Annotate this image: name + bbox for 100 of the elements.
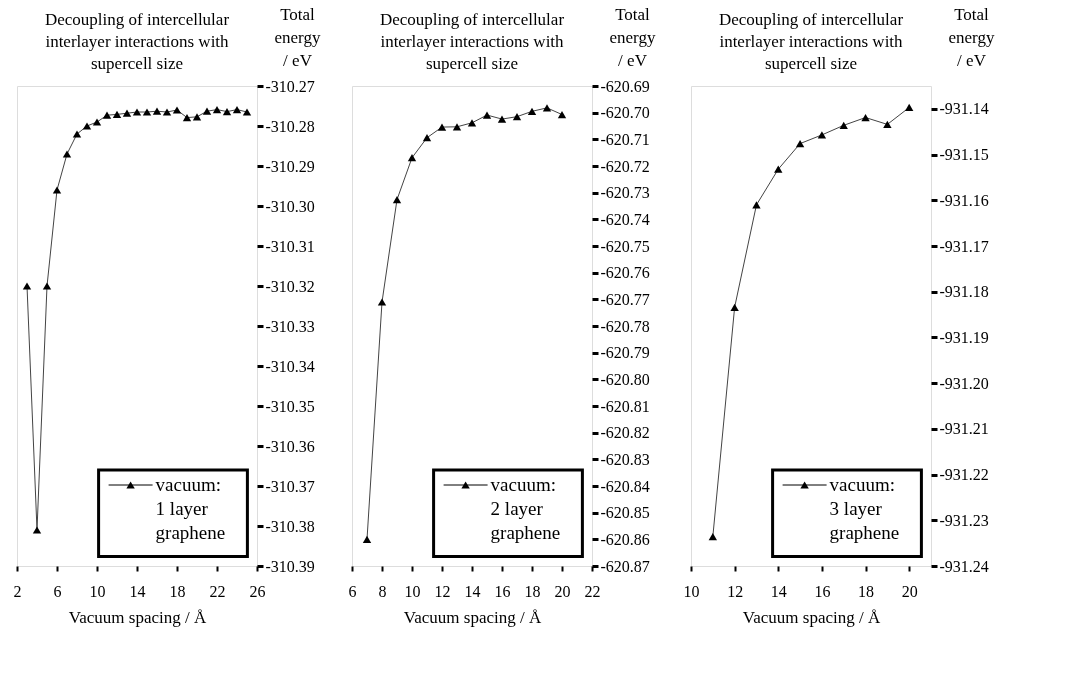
y-tick-label: -620.72 — [600, 157, 650, 175]
y-tick-label: -310.32 — [265, 277, 315, 295]
point — [172, 106, 182, 114]
x-tick-label: 14 — [770, 582, 787, 600]
point — [708, 533, 717, 541]
point — [222, 107, 232, 116]
y-axis-title: Total energy / eV — [274, 4, 321, 70]
point — [512, 113, 522, 121]
y-tick-label: -310.34 — [265, 357, 315, 375]
point — [202, 107, 212, 115]
x-tick-label: 12 — [434, 582, 451, 600]
point — [82, 122, 92, 130]
point — [527, 107, 537, 115]
y-tick-label: -310.31 — [265, 237, 315, 255]
y-tick-label: -620.76 — [600, 264, 650, 282]
point — [377, 298, 387, 306]
x-tick-label: 18 — [169, 582, 186, 600]
y-tick-label: -931.17 — [939, 237, 989, 255]
point — [212, 105, 222, 114]
x-tick-label: 16 — [814, 582, 831, 600]
x-tick-label: 10 — [683, 582, 700, 600]
point — [62, 150, 72, 158]
y-tick-label: -620.85 — [600, 504, 650, 522]
x-tick-label: 10 — [89, 582, 106, 600]
y-tick-label: -620.86 — [600, 530, 650, 548]
y-tick-label: -931.23 — [939, 511, 989, 529]
y-tick-label: -310.27 — [265, 77, 315, 95]
x-axis-title: Vacuum spacing / Å — [742, 607, 881, 627]
x-tick-label: 16 — [494, 582, 511, 600]
x-tick-label: 8 — [378, 582, 387, 600]
y-tick-label: -620.69 — [600, 77, 650, 95]
y-tick-label: -620.78 — [600, 317, 650, 335]
point — [72, 130, 82, 138]
point — [32, 526, 42, 534]
point — [392, 195, 402, 204]
y-tick-label: -931.19 — [939, 328, 989, 346]
chart-title: Decoupling of intercellular interlayer interactions with supercell size — [718, 10, 904, 73]
point — [132, 108, 142, 116]
y-tick-label: -310.33 — [265, 317, 315, 335]
point — [774, 165, 783, 173]
y-tick-label: -620.83 — [600, 450, 650, 468]
y-tick-label: -620.71 — [600, 130, 650, 148]
y-tick-label: -620.73 — [600, 184, 650, 202]
point — [232, 105, 242, 114]
point — [122, 109, 132, 117]
point — [22, 282, 32, 290]
y-tick-label: -620.77 — [600, 290, 650, 308]
point — [817, 131, 827, 139]
point — [839, 121, 848, 129]
y-tick-label: -620.82 — [600, 424, 650, 442]
y-tick-label: -310.28 — [265, 117, 315, 135]
point — [192, 113, 202, 121]
point — [905, 103, 914, 112]
x-tick-label: 18 — [524, 582, 541, 600]
point — [52, 186, 62, 194]
y-tick-label: -620.80 — [600, 370, 650, 388]
y-tick-label: -310.38 — [265, 517, 315, 535]
y-tick-label: -620.84 — [600, 477, 650, 495]
x-tick-label: 6 — [348, 582, 357, 600]
x-tick-label: 26 — [249, 582, 266, 600]
x-tick-label: 12 — [727, 582, 744, 600]
point — [497, 115, 507, 123]
x-tick-label: 22 — [584, 582, 601, 600]
point — [422, 134, 432, 142]
point — [182, 113, 192, 122]
x-tick-label: 2 — [13, 582, 22, 600]
point — [162, 108, 172, 116]
y-tick-label: -620.87 — [600, 557, 650, 575]
y-tick-label: -310.37 — [265, 477, 315, 495]
y-tick-label: -310.36 — [265, 437, 315, 455]
point — [112, 110, 122, 119]
legend-label: vacuum: 1 layer graphene — [155, 474, 226, 543]
x-tick-label: 10 — [404, 582, 421, 600]
y-tick-label: -310.29 — [265, 157, 315, 175]
y-tick-label: -310.39 — [265, 557, 315, 575]
y-tick-label: -931.15 — [939, 146, 989, 164]
x-axis-title: Vacuum spacing / Å — [68, 607, 207, 627]
point — [102, 111, 112, 119]
chart-title: Decoupling of intercellular interlayer interactions with supercell size — [379, 10, 565, 73]
point — [482, 111, 492, 119]
x-tick-label: 22 — [209, 582, 226, 600]
point — [437, 123, 447, 131]
point — [152, 107, 162, 115]
y-tick-label: -310.30 — [265, 197, 315, 215]
y-tick-label: -931.22 — [939, 466, 989, 484]
x-tick-label: 20 — [901, 582, 918, 600]
y-tick-label: -931.14 — [939, 100, 989, 118]
x-tick-label: 20 — [554, 582, 571, 600]
chart-title: Decoupling of intercellular interlayer interactions with supercell size — [44, 10, 230, 73]
point — [861, 113, 870, 122]
point — [407, 154, 417, 162]
y-tick-label: -620.74 — [600, 210, 650, 228]
y-tick-label: -931.16 — [939, 191, 989, 209]
x-tick-label: 14 — [464, 582, 481, 600]
x-axis-title: Vacuum spacing / Å — [403, 607, 542, 627]
point — [142, 108, 152, 116]
y-tick-label: -931.20 — [939, 374, 989, 392]
y-tick-label: -931.24 — [939, 557, 989, 575]
x-tick-label: 6 — [53, 582, 62, 600]
x-tick-label: 18 — [858, 582, 875, 600]
